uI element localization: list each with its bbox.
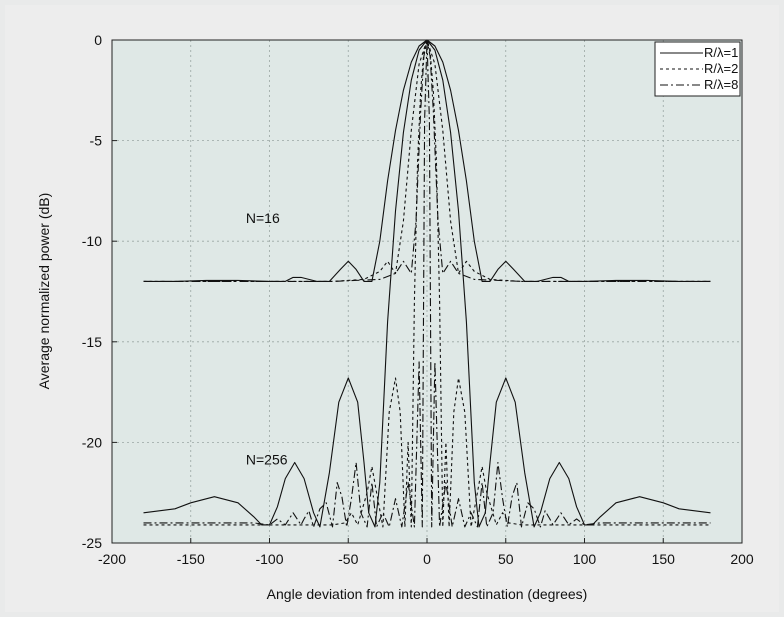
x-tick-label: -200 — [98, 551, 126, 567]
x-tick-label: -150 — [177, 551, 205, 567]
x-axis-label: Angle deviation from intended destinatio… — [267, 586, 588, 602]
y-tick-label: -15 — [82, 334, 102, 350]
y-tick-label: -10 — [82, 233, 102, 249]
x-tick-label: -100 — [255, 551, 283, 567]
y-tick-label: -25 — [82, 535, 102, 551]
legend-label-r2: R/λ=2 — [704, 61, 738, 76]
y-tick-label: -5 — [90, 133, 103, 149]
y-tick-label: 0 — [94, 32, 102, 48]
annotation-n256: N=256 — [246, 452, 288, 468]
y-tick-label: -20 — [82, 434, 102, 450]
chart-figure: -200 -150 -100 -50 0 50 100 150 200 0 -5 -10 -15 -20 -… — [5, 5, 779, 612]
x-tick-label: 200 — [730, 551, 754, 567]
legend-label-r1: R/λ=1 — [704, 45, 738, 60]
x-tick-label: 150 — [652, 551, 676, 567]
x-tick-label: 50 — [498, 551, 514, 567]
x-tick-label: 0 — [423, 551, 431, 567]
ticks: -200 -150 -100 -50 0 50 100 150 200 0 -5 -10 -15 -20 -… — [82, 32, 754, 567]
x-tick-label: -50 — [338, 551, 358, 567]
annotation-n16: N=16 — [246, 210, 280, 226]
series-line-n16-dashed — [143, 39, 711, 282]
series-line-n256-dashdot — [143, 39, 711, 528]
x-tick-label: 100 — [573, 551, 597, 567]
legend: R/λ=1 R/λ=2 R/λ=8 — [654, 41, 741, 97]
y-axis-label: Average normalized power (dB) — [36, 193, 52, 390]
grid — [112, 40, 742, 543]
legend-label-r8: R/λ=8 — [704, 77, 738, 92]
line-chart: -200 -150 -100 -50 0 50 100 150 200 0 -5 -10 -15 -20 -… — [36, 32, 754, 602]
